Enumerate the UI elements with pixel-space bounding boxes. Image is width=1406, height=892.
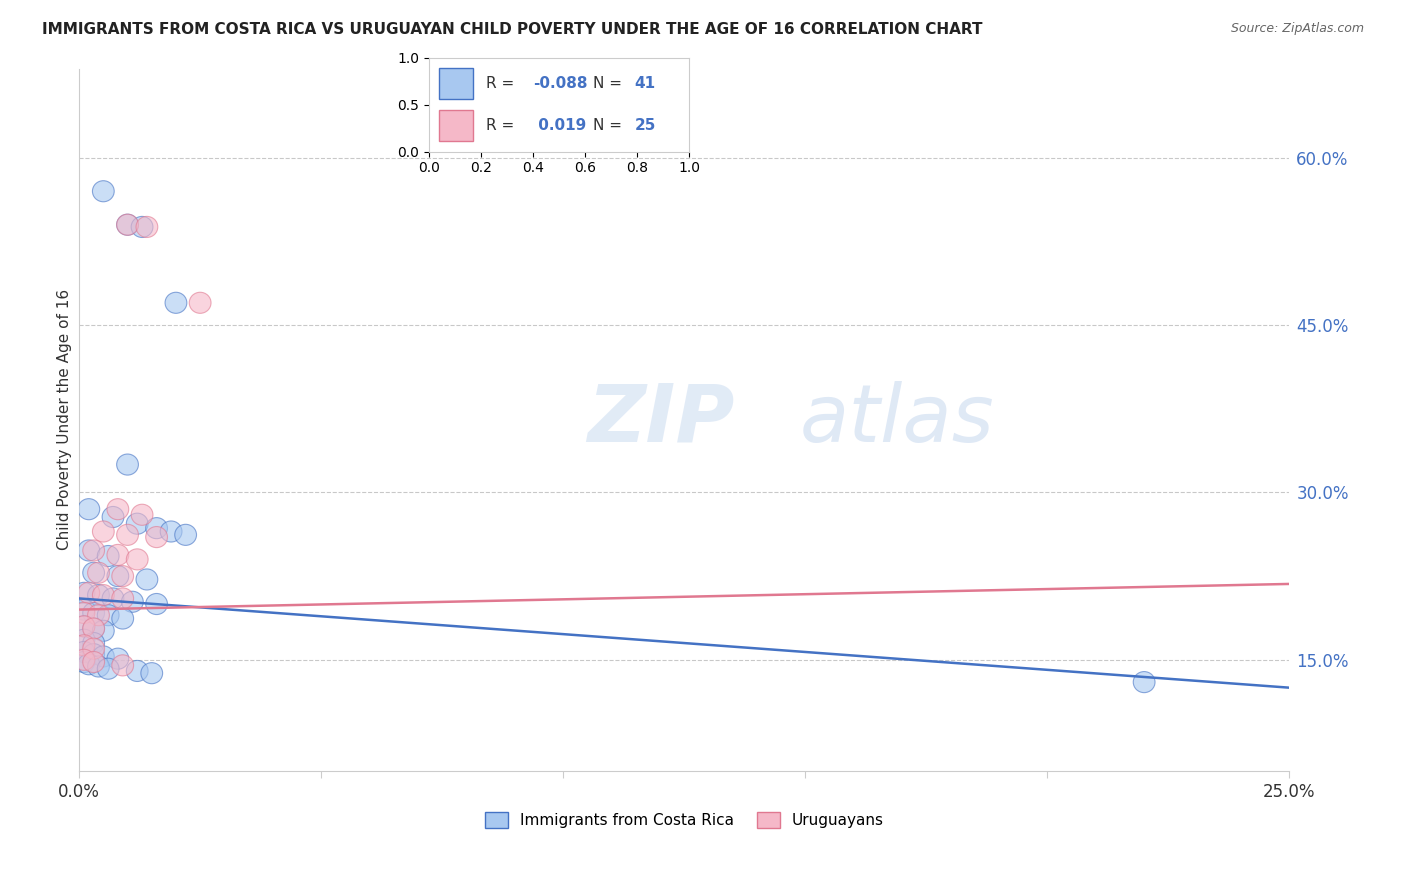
Ellipse shape bbox=[97, 658, 120, 680]
Y-axis label: Child Poverty Under the Age of 16: Child Poverty Under the Age of 16 bbox=[58, 289, 72, 550]
Ellipse shape bbox=[83, 644, 104, 665]
Ellipse shape bbox=[127, 513, 148, 534]
Ellipse shape bbox=[117, 454, 138, 475]
Ellipse shape bbox=[93, 646, 114, 667]
Ellipse shape bbox=[136, 569, 157, 590]
Ellipse shape bbox=[107, 499, 129, 520]
Text: ZIP: ZIP bbox=[588, 381, 735, 459]
Ellipse shape bbox=[165, 293, 187, 313]
Ellipse shape bbox=[73, 582, 94, 603]
Ellipse shape bbox=[73, 599, 94, 620]
Ellipse shape bbox=[83, 632, 104, 654]
Ellipse shape bbox=[121, 591, 143, 612]
Ellipse shape bbox=[117, 214, 138, 235]
Ellipse shape bbox=[117, 214, 138, 235]
Ellipse shape bbox=[73, 651, 94, 673]
Ellipse shape bbox=[127, 660, 148, 681]
Text: IMMIGRANTS FROM COSTA RICA VS URUGUAYAN CHILD POVERTY UNDER THE AGE OF 16 CORREL: IMMIGRANTS FROM COSTA RICA VS URUGUAYAN … bbox=[42, 22, 983, 37]
Ellipse shape bbox=[87, 605, 110, 625]
Ellipse shape bbox=[112, 655, 134, 676]
Ellipse shape bbox=[146, 526, 167, 548]
Ellipse shape bbox=[87, 584, 110, 606]
Ellipse shape bbox=[107, 544, 129, 566]
Ellipse shape bbox=[190, 293, 211, 313]
Ellipse shape bbox=[103, 507, 124, 527]
Text: atlas: atlas bbox=[799, 381, 994, 459]
FancyBboxPatch shape bbox=[439, 111, 472, 141]
Ellipse shape bbox=[112, 588, 134, 609]
Text: R =: R = bbox=[486, 76, 519, 91]
Ellipse shape bbox=[103, 588, 124, 609]
Ellipse shape bbox=[73, 602, 94, 624]
Ellipse shape bbox=[160, 521, 181, 542]
Ellipse shape bbox=[112, 566, 134, 587]
Ellipse shape bbox=[73, 649, 94, 670]
Ellipse shape bbox=[87, 656, 110, 677]
Text: 41: 41 bbox=[634, 76, 655, 91]
Text: Source: ZipAtlas.com: Source: ZipAtlas.com bbox=[1230, 22, 1364, 36]
Ellipse shape bbox=[97, 546, 120, 566]
Ellipse shape bbox=[93, 521, 114, 542]
Ellipse shape bbox=[73, 615, 94, 637]
Ellipse shape bbox=[107, 566, 129, 587]
Ellipse shape bbox=[73, 641, 94, 663]
Ellipse shape bbox=[117, 524, 138, 545]
Text: 25: 25 bbox=[634, 118, 655, 133]
Ellipse shape bbox=[146, 517, 167, 539]
Ellipse shape bbox=[87, 562, 110, 583]
Ellipse shape bbox=[83, 638, 104, 659]
Ellipse shape bbox=[83, 602, 104, 624]
Ellipse shape bbox=[77, 582, 100, 603]
Ellipse shape bbox=[93, 584, 114, 606]
Ellipse shape bbox=[73, 629, 94, 650]
Text: N =: N = bbox=[593, 76, 627, 91]
Ellipse shape bbox=[131, 217, 153, 237]
FancyBboxPatch shape bbox=[439, 69, 472, 99]
Ellipse shape bbox=[112, 608, 134, 629]
Ellipse shape bbox=[83, 618, 104, 639]
Text: N =: N = bbox=[593, 118, 627, 133]
Ellipse shape bbox=[136, 217, 157, 237]
Ellipse shape bbox=[83, 540, 104, 561]
Ellipse shape bbox=[107, 648, 129, 669]
Ellipse shape bbox=[93, 181, 114, 202]
Ellipse shape bbox=[93, 620, 114, 641]
Ellipse shape bbox=[77, 499, 100, 520]
Ellipse shape bbox=[131, 504, 153, 525]
Ellipse shape bbox=[83, 651, 104, 673]
Ellipse shape bbox=[97, 605, 120, 625]
Ellipse shape bbox=[146, 593, 167, 615]
Ellipse shape bbox=[141, 663, 163, 684]
Text: R =: R = bbox=[486, 118, 519, 133]
Text: 0.019: 0.019 bbox=[533, 118, 586, 133]
Ellipse shape bbox=[73, 615, 94, 637]
Text: -0.088: -0.088 bbox=[533, 76, 588, 91]
Ellipse shape bbox=[83, 618, 104, 639]
Ellipse shape bbox=[174, 524, 197, 545]
Ellipse shape bbox=[1133, 672, 1156, 693]
Ellipse shape bbox=[73, 635, 94, 656]
Ellipse shape bbox=[83, 562, 104, 583]
Ellipse shape bbox=[77, 654, 100, 675]
Ellipse shape bbox=[77, 540, 100, 561]
Ellipse shape bbox=[127, 549, 148, 570]
Legend: Immigrants from Costa Rica, Uruguayans: Immigrants from Costa Rica, Uruguayans bbox=[478, 805, 890, 834]
